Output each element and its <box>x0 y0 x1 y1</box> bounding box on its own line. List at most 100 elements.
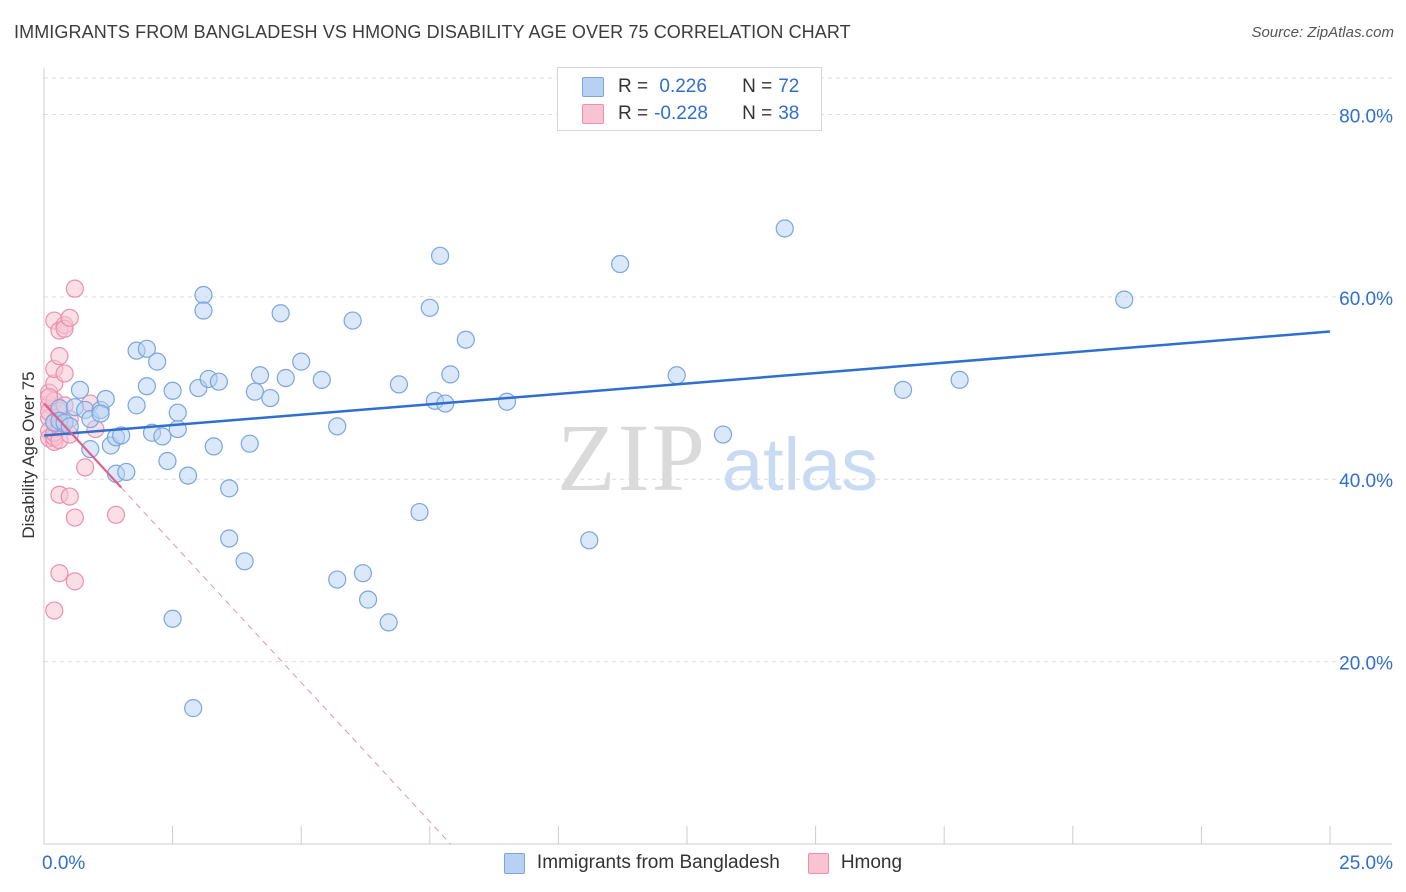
data-point-bangladesh <box>250 366 270 385</box>
tick-labels: 20.0% 40.0% 60.0% 80.0% 0.0% 25.0% <box>42 106 1393 874</box>
data-point-hmong <box>60 487 79 506</box>
data-point-bangladesh <box>420 298 439 317</box>
data-point-bangladesh <box>245 382 265 401</box>
grid-lines <box>44 77 1392 663</box>
legend-swatch-blue <box>503 852 525 874</box>
data-point-bangladesh <box>194 301 213 320</box>
data-point-bangladesh <box>178 466 198 485</box>
legend-n-label: N = <box>742 76 773 97</box>
data-point-bangladesh <box>580 531 599 550</box>
data-point-bangladesh <box>81 440 100 459</box>
data-point-bangladesh <box>353 564 373 583</box>
data-point-bangladesh <box>163 381 182 400</box>
data-point-bangladesh <box>163 609 182 628</box>
data-point-bangladesh <box>713 425 733 444</box>
data-point-bangladesh <box>235 552 254 571</box>
data-point-bangladesh <box>220 479 239 498</box>
legend-r-value: -0.228 <box>654 103 708 124</box>
correlation-legend: R = 0.226 N = 72 R = -0.228 N = 38 <box>557 67 822 131</box>
legend-item-hmong[interactable]: Hmong <box>807 852 903 874</box>
data-point-bangladesh <box>271 304 290 323</box>
chart-title: IMMIGRANTS FROM BANGLADESH VS HMONG DISA… <box>14 22 851 42</box>
watermark-zip: ZIP <box>557 404 707 511</box>
data-point-bangladesh <box>158 451 177 471</box>
legend-row-bangladesh: R = 0.226 N = 72 <box>582 73 799 101</box>
x-tick-label-max: 25.0% <box>1339 853 1393 874</box>
series-legend: Immigrants from Bangladesh Hmong <box>0 852 1406 874</box>
data-point-hmong <box>50 564 69 583</box>
y-tick-label: 20.0% <box>1339 654 1393 675</box>
trend-lines <box>43 330 1331 845</box>
data-point-bangladesh <box>410 502 429 522</box>
data-point-bangladesh <box>184 699 203 718</box>
legend-n-value: 38 <box>778 103 800 124</box>
axes <box>43 68 1392 845</box>
watermark-atlas: atlas <box>722 423 878 506</box>
data-point-hmong <box>45 601 64 620</box>
legend-r-value: 0.226 <box>654 76 707 97</box>
data-point-hmong <box>106 505 126 524</box>
legend-label-hmong: Hmong <box>840 852 903 873</box>
data-point-bangladesh <box>168 403 187 422</box>
data-point-bangladesh <box>127 396 146 415</box>
y-axis-label: Disability Age Over 75 <box>19 371 38 538</box>
trend-line-hmong <box>43 402 122 489</box>
data-point-bangladesh <box>893 380 913 399</box>
data-point-bangladesh <box>292 352 311 371</box>
data-point-hmong <box>65 508 84 527</box>
data-point-bangladesh <box>240 434 259 453</box>
data-point-bangladesh <box>775 219 794 238</box>
data-point-bangladesh <box>137 377 156 396</box>
data-point-bangladesh <box>70 380 90 399</box>
legend-n-label: N = <box>742 103 773 124</box>
legend-swatch-pink <box>582 104 604 124</box>
legend-swatch-pink <box>807 852 829 874</box>
legend-n-value: 72 <box>778 76 800 97</box>
data-point-bangladesh <box>441 365 460 384</box>
data-point-bangladesh <box>194 285 213 305</box>
data-point-bangladesh <box>209 372 228 391</box>
data-point-bangladesh <box>456 330 475 349</box>
trend-extension-hmong <box>120 487 451 845</box>
legend-item-bangladesh[interactable]: Immigrants from Bangladesh <box>503 852 780 874</box>
data-point-bangladesh <box>430 246 450 265</box>
legend-row-hmong: R = -0.228 N = 38 <box>582 100 799 128</box>
y-tick-label: 80.0% <box>1339 106 1393 127</box>
trend-line-bangladesh <box>43 330 1331 437</box>
legend-r-label: R = <box>618 76 649 97</box>
data-point-hmong <box>50 347 69 366</box>
data-point-bangladesh <box>497 392 517 411</box>
source-label: Source: ZipAtlas.com <box>1251 24 1394 41</box>
data-point-bangladesh <box>148 352 167 371</box>
data-point-bangladesh <box>611 254 630 274</box>
data-point-hmong <box>55 364 74 383</box>
x-tick-label-min: 0.0% <box>42 853 85 874</box>
data-point-bangladesh <box>153 427 172 446</box>
data-point-bangladesh <box>204 437 223 456</box>
data-point-bangladesh <box>328 417 347 436</box>
data-point-bangladesh <box>343 311 362 330</box>
data-point-bangladesh <box>667 366 686 385</box>
y-tick-label: 60.0% <box>1339 289 1393 310</box>
legend-swatch-blue <box>582 77 604 97</box>
data-point-bangladesh <box>312 370 331 389</box>
legend-label-bangladesh: Immigrants from Bangladesh <box>536 852 780 873</box>
y-tick-label: 40.0% <box>1339 471 1393 492</box>
data-point-bangladesh <box>1115 290 1134 309</box>
data-point-hmong <box>76 458 95 477</box>
data-point-bangladesh <box>276 368 295 388</box>
data-point-bangladesh <box>379 613 398 632</box>
data-point-bangladesh <box>358 590 378 609</box>
data-point-bangladesh <box>950 370 969 389</box>
data-point-bangladesh <box>389 375 409 394</box>
data-point-bangladesh <box>261 388 280 408</box>
watermark: ZIP atlas <box>557 404 878 511</box>
data-point-bangladesh <box>91 404 110 423</box>
data-point-bangladesh <box>137 339 156 358</box>
data-point-hmong <box>65 572 84 591</box>
data-point-hmong <box>60 308 79 327</box>
data-point-hmong <box>65 279 84 298</box>
data-point-bangladesh <box>328 570 347 589</box>
data-point-bangladesh <box>117 462 136 482</box>
